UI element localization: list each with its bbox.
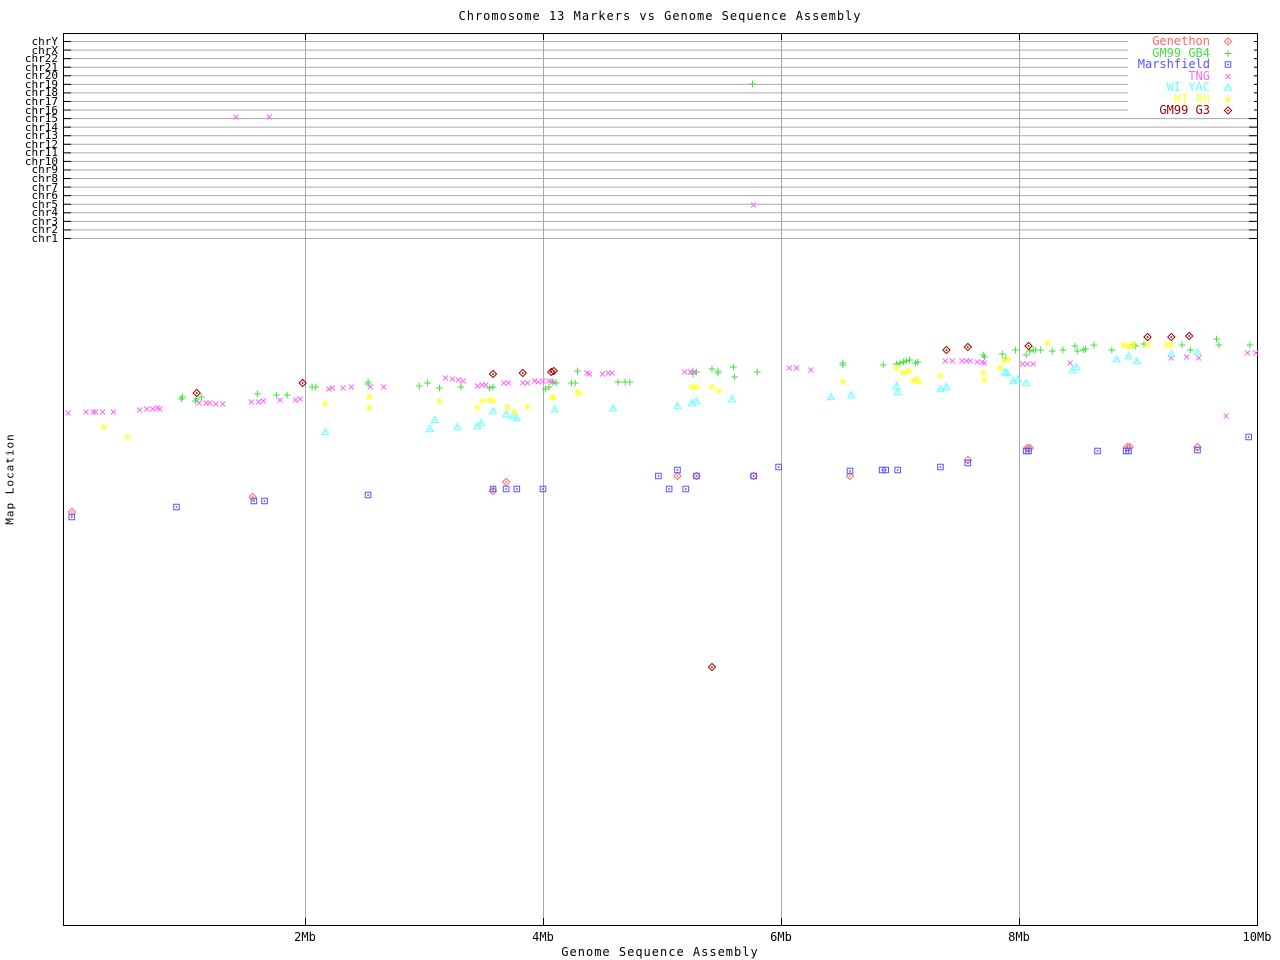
legend: Genethon GM99 GB4 Marshfield TNG WI YAC WI RH… — [1128, 34, 1254, 118]
legend-item-marshfield: Marshfield — [1128, 57, 1254, 72]
gridlines — [63, 33, 1257, 925]
y-axis-title: Map Location — [3, 433, 17, 525]
legend-label-wi-yac: WI YAC — [1166, 80, 1210, 95]
y-tick-label-chrY: chrY — [31, 35, 59, 48]
series-wi-rh — [100, 339, 1175, 441]
legend-item-tng: TNG — [1128, 68, 1254, 83]
chart-title: Chromosome 13 Markers vs Genome Sequence… — [458, 9, 862, 23]
y-tick-label-chr16: chr16 — [24, 103, 58, 117]
series-marshfield — [68, 433, 1252, 521]
x-tick-label-6Mb: 6Mb — [770, 930, 792, 944]
legend-marker-genethon-icon — [1223, 37, 1233, 47]
legend-marker-marshfield-icon — [1224, 61, 1232, 69]
series-gm99-gb4 — [177, 80, 1254, 405]
y-tick-label-chr7: chr7 — [31, 180, 59, 194]
legend-item-wi-yac: WI YAC — [1128, 80, 1254, 95]
legend-item-genethon: Genethon — [1128, 34, 1254, 49]
legend-label-genethon: Genethon — [1152, 34, 1210, 49]
series-tng — [65, 114, 1259, 419]
legend-marker-wi-yac-icon — [1223, 83, 1233, 91]
y-tick-label-chr9: chr9 — [31, 163, 59, 177]
legend-item-gm99-gb4: GM99 GB4 — [1128, 45, 1254, 60]
y-tick-label-chr11: chr11 — [24, 146, 58, 160]
x-axis-title: Genome Sequence Assembly — [561, 945, 759, 959]
y-tick-label-chr17: chr17 — [24, 94, 58, 108]
y-tick-label-chr14: chr14 — [24, 120, 58, 134]
y-tick-label-chr20: chr20 — [24, 69, 58, 83]
plot-border — [63, 33, 1258, 926]
y-tick-label-chr2: chr2 — [31, 223, 59, 237]
legend-marker-gm99-g3-icon — [1223, 106, 1233, 116]
legend-marker-tng-icon — [1225, 73, 1231, 80]
tick-marks — [63, 33, 1258, 925]
x-tick-label-4Mb: 4Mb — [532, 930, 554, 944]
y-tick-label-chr4: chr4 — [31, 206, 59, 220]
y-tick-label-chr8: chr8 — [31, 172, 59, 186]
y-tick-label-chr21: chr21 — [24, 60, 58, 74]
y-tick-label-chr6: chr6 — [31, 189, 59, 203]
legend-item-wi-rh: WI RH — [1128, 91, 1254, 106]
y-tick-label-chr3: chr3 — [31, 214, 59, 228]
legend-label-wi-rh: WI RH — [1173, 91, 1210, 106]
y-tick-label-chr19: chr19 — [24, 77, 58, 91]
legend-marker-gm99-gb4-icon — [1224, 49, 1232, 57]
x-tick-label-2Mb: 2Mb — [294, 930, 316, 944]
legend-label-marshfield: Marshfield — [1137, 57, 1210, 72]
legend-label-tng: TNG — [1188, 68, 1210, 83]
series-wi-yac — [320, 347, 1202, 436]
y-tick-label-chr22: chr22 — [24, 52, 58, 66]
x-tick-label-8Mb: 8Mb — [1008, 930, 1030, 944]
y-tick-label-chr10: chr10 — [24, 154, 58, 168]
legend-marker-wi-rh-icon — [1224, 96, 1232, 103]
y-tick-label-chr18: chr18 — [24, 86, 58, 100]
legend-label-gm99-gb4: GM99 GB4 — [1152, 45, 1210, 60]
legend-label-gm99-g3: GM99 G3 — [1159, 103, 1210, 118]
y-tick-label-chr12: chr12 — [24, 137, 58, 151]
y-tick-label-chrX: chrX — [31, 43, 59, 57]
legend-item-gm99-g3: GM99 G3 — [1128, 103, 1254, 118]
x-tick-label-10Mb: 10Mb — [1242, 930, 1272, 944]
y-tick-label-chr13: chr13 — [24, 129, 58, 143]
y-tick-label-chr5: chr5 — [31, 197, 59, 211]
series-gm99-g3 — [192, 331, 1194, 672]
y-tick-label-chr15: chr15 — [24, 112, 58, 126]
y-tick-label-chr1: chr1 — [31, 231, 59, 245]
